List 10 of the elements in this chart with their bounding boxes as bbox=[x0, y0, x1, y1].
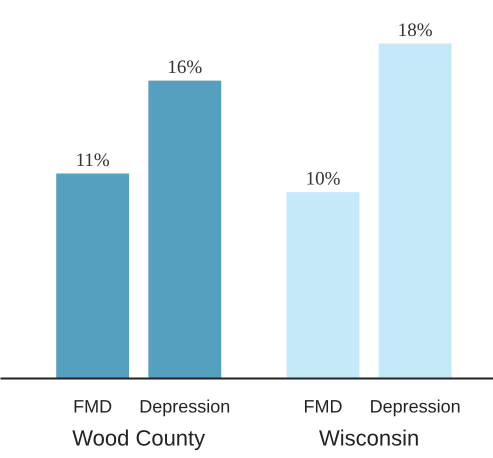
data-label: 11% bbox=[76, 150, 110, 172]
data-label: 18% bbox=[398, 20, 433, 41]
x-tick-label: FMD bbox=[73, 396, 112, 416]
text: Wood County bbox=[72, 426, 206, 450]
data-label: 10% bbox=[306, 168, 341, 190]
x-tick-label: FMD bbox=[304, 396, 343, 416]
data-label: 16% bbox=[167, 57, 202, 78]
text: Wisconsin bbox=[318, 426, 420, 450]
x-tick-label: Depression bbox=[370, 396, 461, 416]
x-tick-label: Depression bbox=[139, 396, 230, 416]
